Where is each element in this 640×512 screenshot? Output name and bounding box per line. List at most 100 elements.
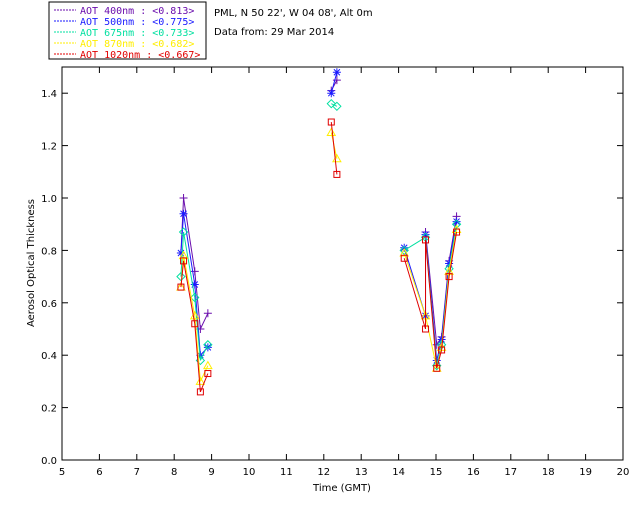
data-point	[195, 376, 206, 385]
data-point	[421, 230, 430, 239]
y-tick-label: 0.8	[41, 246, 57, 257]
series-segment	[194, 284, 201, 356]
data-point	[451, 219, 462, 229]
legend-entry: AOT 1020nm : <0.667>	[80, 50, 200, 61]
series-segment	[183, 260, 196, 324]
y-tick-label: 0.0	[41, 456, 57, 467]
series	[176, 98, 462, 371]
x-tick-label: 17	[504, 467, 517, 478]
legend-entry: AOT 870nm : <0.682>	[80, 39, 194, 50]
data-point	[437, 335, 446, 344]
data-point	[178, 250, 189, 260]
series-segment	[403, 236, 426, 251]
legend-entry: AOT 400nm : <0.813>	[80, 6, 194, 17]
series-segment	[441, 276, 450, 351]
data-point	[332, 68, 341, 77]
data-point	[333, 170, 341, 178]
x-axis: 5 6 7 8 9 10 11 12 13 14 15 16 17 18 19 20	[59, 67, 630, 478]
x-tick-label: 19	[579, 467, 592, 478]
x-tick-label: 9	[208, 467, 214, 478]
x-tick-label: 11	[280, 467, 293, 478]
data-point	[432, 340, 441, 349]
series-segment	[180, 260, 185, 288]
series-segment	[448, 229, 458, 272]
data-point	[177, 283, 185, 291]
data-point	[422, 236, 430, 244]
data-point	[191, 320, 199, 328]
series-segment	[448, 216, 458, 261]
x-tick-label: 18	[542, 467, 555, 478]
series-segment	[194, 323, 201, 392]
data-point	[203, 340, 213, 350]
legend-entry: AOT 675nm : <0.733>	[80, 28, 194, 39]
x-tick-label: 16	[467, 467, 480, 478]
data-point	[399, 248, 410, 257]
y-tick-label: 0.2	[41, 404, 57, 415]
data-point	[326, 127, 337, 136]
series	[177, 118, 461, 396]
series-segment	[180, 213, 185, 254]
data-point	[202, 360, 213, 370]
data-point	[203, 309, 212, 318]
series-segment	[194, 297, 201, 361]
plot-frame	[61, 66, 624, 461]
x-tick-label: 15	[430, 467, 443, 478]
data-point	[196, 388, 204, 396]
date-label: Data from: 29 Mar 2014	[214, 27, 334, 38]
data-point	[176, 249, 185, 258]
data-point	[179, 194, 188, 202]
series-segment	[403, 258, 427, 330]
y-axis: 0.0 0.2 0.4 0.6 0.8 1.0 1.2 1.4	[41, 89, 623, 467]
data-point	[332, 76, 341, 85]
series-segment	[425, 315, 438, 369]
data-point	[432, 360, 442, 371]
series-segment	[441, 263, 450, 340]
series	[176, 127, 462, 385]
data-point	[400, 243, 409, 252]
series-segment	[183, 197, 196, 272]
data-point	[203, 343, 212, 352]
x-tick-label: 12	[317, 467, 330, 478]
data-point	[452, 217, 461, 226]
legend-entry: AOT 500nm : <0.775>	[80, 17, 194, 28]
y-tick-label: 1.4	[41, 89, 57, 100]
y-axis-label: Aerosol Optical Thickness	[26, 199, 37, 327]
x-tick-label: 14	[392, 467, 405, 478]
series-segment	[330, 72, 338, 94]
series-segment	[330, 121, 338, 175]
x-tick-label: 6	[96, 467, 102, 478]
data-point	[190, 292, 200, 303]
data-point	[327, 118, 335, 126]
x-tick-label: 10	[243, 467, 256, 478]
x-axis-label: Time (GMT)	[312, 483, 371, 494]
data-point	[438, 346, 446, 354]
data-point	[433, 364, 441, 372]
y-tick-label: 1.0	[41, 194, 57, 205]
data-point	[400, 254, 408, 262]
x-tick-label: 7	[134, 467, 140, 478]
series-segment	[183, 255, 196, 316]
data-point	[190, 280, 199, 289]
y-tick-label: 0.4	[41, 351, 57, 362]
series-segment	[183, 231, 196, 298]
data-point	[180, 257, 188, 265]
data-point	[179, 209, 188, 218]
data-point	[327, 89, 336, 98]
data-point	[332, 101, 342, 112]
data-point	[453, 228, 461, 236]
series-group	[176, 68, 462, 396]
data-point	[445, 273, 453, 281]
x-tick-label: 8	[171, 467, 177, 478]
data-point	[422, 325, 430, 333]
x-tick-label: 20	[617, 467, 630, 478]
x-tick-label: 13	[355, 467, 368, 478]
data-point	[190, 267, 199, 276]
data-point	[189, 310, 200, 320]
data-point	[204, 370, 212, 378]
site-label: PML, N 50 22', W 04 08', Alt 0m	[214, 8, 373, 19]
series	[176, 68, 461, 365]
series-segment	[183, 213, 196, 285]
legend-box	[48, 1, 207, 60]
series-segment	[448, 224, 458, 269]
